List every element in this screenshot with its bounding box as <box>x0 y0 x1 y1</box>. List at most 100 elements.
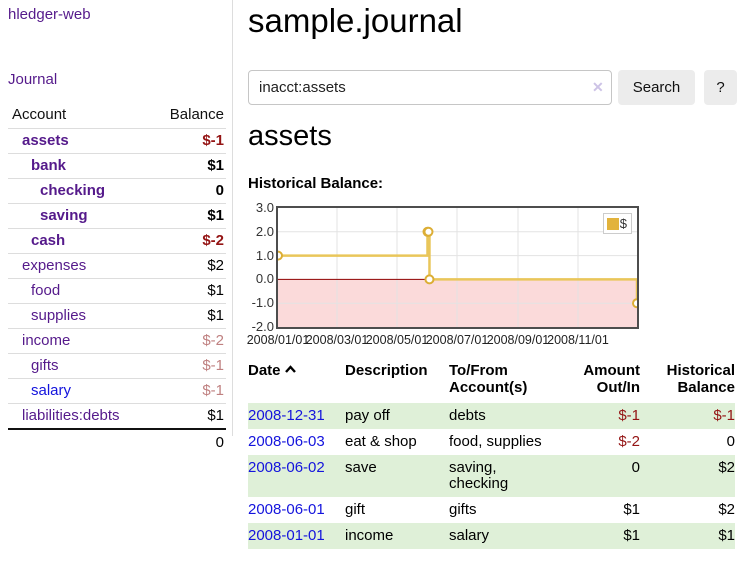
transaction-amount: $1 <box>559 523 640 549</box>
legend-label: $ <box>619 216 627 231</box>
page-title: sample.journal <box>248 2 463 39</box>
search-button[interactable]: Search <box>618 70 695 105</box>
sidebar-account-row: bank $1 <box>8 153 226 179</box>
transaction-accounts: salary <box>449 523 559 549</box>
legend-swatch-icon <box>606 217 619 230</box>
register-header-account: To/From Account(s) <box>449 362 528 396</box>
account-heading: assets <box>248 120 332 152</box>
register-row: 2008-01-01 income salary $1 $1 <box>248 523 735 549</box>
account-balance: $-2 <box>158 228 226 254</box>
transaction-balance: 0 <box>726 433 735 450</box>
transaction-date-link[interactable]: 2008-06-01 <box>248 501 325 518</box>
account-link-gifts[interactable]: gifts <box>31 357 59 374</box>
chart-plot-svg <box>278 208 637 327</box>
transaction-amount: $-2 <box>618 433 640 450</box>
register-row: 2008-12-31 pay off debts $-1 $-1 <box>248 403 735 429</box>
sidebar-accounts-body: assets $-1 bank $1 checking 0 saving $1 cash $-2 e… <box>8 128 226 429</box>
account-link-bank[interactable]: bank <box>31 157 67 174</box>
transaction-date-link[interactable]: 2008-12-31 <box>248 407 325 424</box>
help-button[interactable]: ? <box>704 70 737 105</box>
accounts-total-value: 0 <box>8 428 226 455</box>
account-link-salary[interactable]: salary <box>31 382 72 399</box>
sidebar-account-row: expenses $2 <box>8 253 226 279</box>
account-balance: $1 <box>158 278 226 304</box>
sidebar-account-row: cash $-2 <box>8 228 226 254</box>
transaction-date-link[interactable]: 2008-06-02 <box>248 459 325 476</box>
y-tick-label: 1.0 <box>255 247 274 263</box>
transaction-balance: $-1 <box>640 403 735 429</box>
register-header-row: Date Description To/From Account(s) Amou… <box>248 362 735 403</box>
search-input[interactable] <box>248 70 612 105</box>
sidebar-account-row: checking 0 <box>8 178 226 204</box>
sidebar-account-row: liabilities:debts $1 <box>8 403 226 429</box>
register-table: Date Description To/From Account(s) Amou… <box>248 362 735 549</box>
account-link-income[interactable]: income <box>22 332 71 349</box>
sidebar-account-row: income $-2 <box>8 328 226 354</box>
y-tick-label: -2.0 <box>251 319 274 334</box>
sidebar-account-row: salary $-1 <box>8 378 226 404</box>
transaction-description: gift <box>345 501 366 518</box>
chart-legend: $ <box>602 213 632 234</box>
clear-search-icon[interactable]: ✕ <box>592 79 604 95</box>
transaction-accounts: food, supplies <box>449 433 542 450</box>
account-link-saving[interactable]: saving <box>40 207 88 224</box>
account-link-cash[interactable]: cash <box>31 232 66 249</box>
sidebar-account-row: assets $-1 <box>8 128 226 154</box>
accounts-header-row: Account Balance <box>8 102 226 129</box>
sidebar-item-journal[interactable]: Journal <box>8 71 58 88</box>
transaction-date-link[interactable]: 2008-06-03 <box>248 433 325 450</box>
account-balance: $-1 <box>158 128 226 154</box>
account-balance: $2 <box>158 253 226 279</box>
account-link-liabilities-debts[interactable]: liabilities:debts <box>22 407 120 424</box>
register-row: 2008-06-03 eat & shop food, supplies $-2 0 <box>248 429 735 455</box>
y-tick-label: 3.0 <box>255 200 274 215</box>
transaction-date-link[interactable]: 2008-01-01 <box>248 527 325 544</box>
y-tick-label: 0.0 <box>255 271 274 287</box>
account-balance: 0 <box>158 178 226 204</box>
sidebar-account-row: food $1 <box>8 278 226 304</box>
sidebar-account-row: saving $1 <box>8 203 226 229</box>
x-tick-label: 2008/07/01 <box>425 333 489 347</box>
account-balance: $1 <box>158 203 226 229</box>
account-link-food[interactable]: food <box>31 282 61 299</box>
x-tick-label: 2008/01/01 <box>246 333 310 347</box>
transaction-description: pay off <box>345 403 449 429</box>
account-link-supplies[interactable]: supplies <box>31 307 87 324</box>
x-tick-label: 2008/11/01 <box>547 333 609 347</box>
transaction-amount: $-1 <box>559 403 640 429</box>
register-header-description: Description <box>345 362 428 379</box>
transaction-amount: 0 <box>559 455 640 497</box>
accounts-table: Account Balance assets $-1 bank $1 checking 0… <box>8 102 226 455</box>
account-balance: $1 <box>158 403 226 429</box>
chevron-up-icon <box>284 365 296 373</box>
register-header-balance: Historical Balance <box>666 362 735 396</box>
transaction-accounts: gifts <box>449 501 477 518</box>
account-link-assets[interactable]: assets <box>22 132 69 149</box>
transaction-description: eat & shop <box>345 433 417 450</box>
register-header-date[interactable]: Date <box>248 362 345 403</box>
x-tick-label: 2008/05/01 <box>365 333 429 347</box>
accounts-header-account: Account <box>12 106 67 123</box>
register-header-amount: Amount Out/In <box>583 362 640 396</box>
account-link-checking[interactable]: checking <box>40 182 106 199</box>
register-row: 2008-06-01 gift gifts $1 $2 <box>248 497 735 523</box>
sidebar-account-row: supplies $1 <box>8 303 226 329</box>
y-tick-label: -1.0 <box>251 295 274 311</box>
search-form: ✕ Search ? <box>248 70 737 106</box>
x-tick-label: 2008/03/01 <box>305 333 369 347</box>
account-balance: $-1 <box>158 353 226 379</box>
account-link-expenses[interactable]: expenses <box>22 257 87 274</box>
transaction-accounts: saving, checking <box>449 455 559 497</box>
transaction-balance: $2 <box>718 501 735 518</box>
transaction-balance: $1 <box>640 523 735 549</box>
transaction-accounts: debts <box>449 403 559 429</box>
accounts-header-balance: Balance <box>169 106 224 123</box>
chart-title: Historical Balance: <box>248 175 384 192</box>
accounts-total-row: 0 <box>8 428 226 455</box>
register-body: 2008-12-31 pay off debts $-1 $-1 2008-06-03 ea… <box>248 403 735 549</box>
y-tick-label: 2.0 <box>255 223 274 239</box>
transaction-description: income <box>345 523 449 549</box>
account-balance: $1 <box>158 303 226 329</box>
app-title-link[interactable]: hledger-web <box>8 6 91 23</box>
transaction-description: save <box>345 455 449 497</box>
